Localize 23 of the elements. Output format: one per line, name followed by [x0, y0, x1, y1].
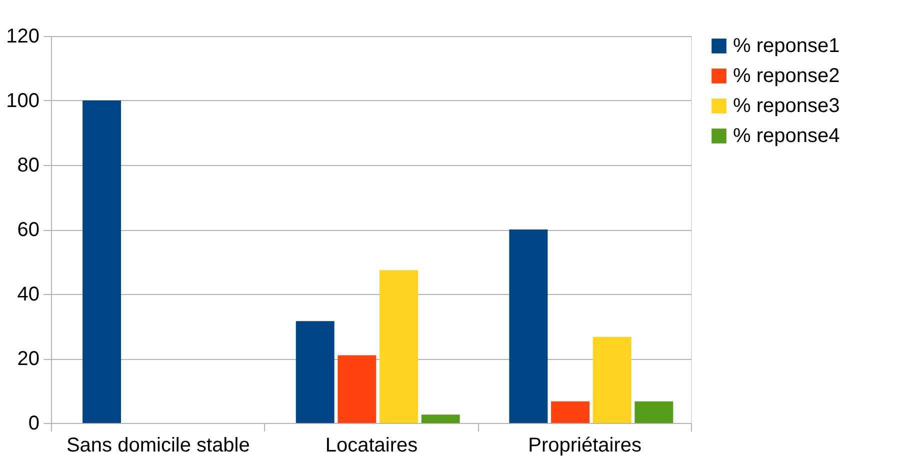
bar [338, 355, 376, 423]
bar [296, 321, 334, 423]
y-tick-label: 40 [17, 284, 40, 306]
y-tick-label: 100 [6, 90, 40, 112]
legend-label: % reponse3 [733, 95, 840, 117]
x-tick-label: Sans domicile stable [66, 434, 250, 456]
bar [509, 230, 548, 423]
legend-label: % reponse4 [733, 125, 840, 147]
y-tick-label: 120 [6, 26, 40, 48]
y-tick-label: 0 [28, 412, 40, 434]
y-tick-label: 20 [17, 348, 40, 370]
x-tick-label: Locataires [325, 434, 418, 456]
bar [380, 270, 418, 423]
bar [592, 336, 632, 423]
y-tick-label: 80 [17, 154, 40, 176]
legend-label: % reponse2 [733, 65, 840, 87]
legend-label: % reponse1 [733, 35, 840, 57]
y-tick-label: 60 [17, 219, 40, 241]
bar [551, 401, 590, 423]
bar [634, 401, 674, 423]
bar [421, 414, 460, 423]
x-tick-label: Propriétaires [528, 434, 642, 456]
bar [82, 100, 122, 423]
